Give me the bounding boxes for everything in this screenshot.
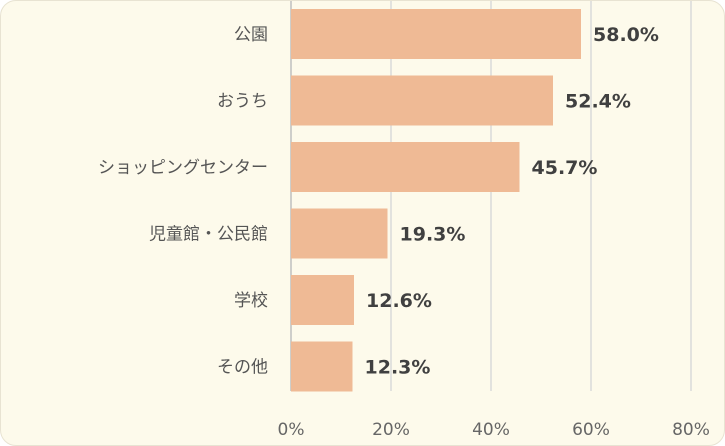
data-label: 12.6% [366, 290, 432, 312]
category-label: 児童館・公民館 [149, 225, 268, 245]
category-label: ショッピングセンター [98, 158, 268, 178]
x-tick-label: 60% [572, 420, 610, 440]
data-label: 19.3% [400, 224, 466, 246]
bar [291, 208, 388, 259]
data-label: 45.7% [532, 157, 598, 179]
bar [291, 341, 353, 392]
x-tick-label: 40% [472, 420, 510, 440]
x-tick-label: 20% [372, 420, 410, 440]
category-label: 公園 [234, 25, 268, 45]
data-label: 58.0% [593, 24, 659, 46]
category-label: おうち [217, 92, 268, 112]
data-label: 12.3% [365, 357, 431, 379]
category-label: その他 [217, 358, 268, 378]
bar [291, 275, 354, 325]
category-label: 学校 [234, 291, 268, 311]
bar [291, 75, 553, 126]
bar [291, 142, 520, 192]
data-label: 52.4% [565, 91, 631, 113]
x-tick-label: 80% [672, 420, 710, 440]
bar [291, 9, 581, 59]
x-tick-label: 0% [278, 420, 305, 440]
